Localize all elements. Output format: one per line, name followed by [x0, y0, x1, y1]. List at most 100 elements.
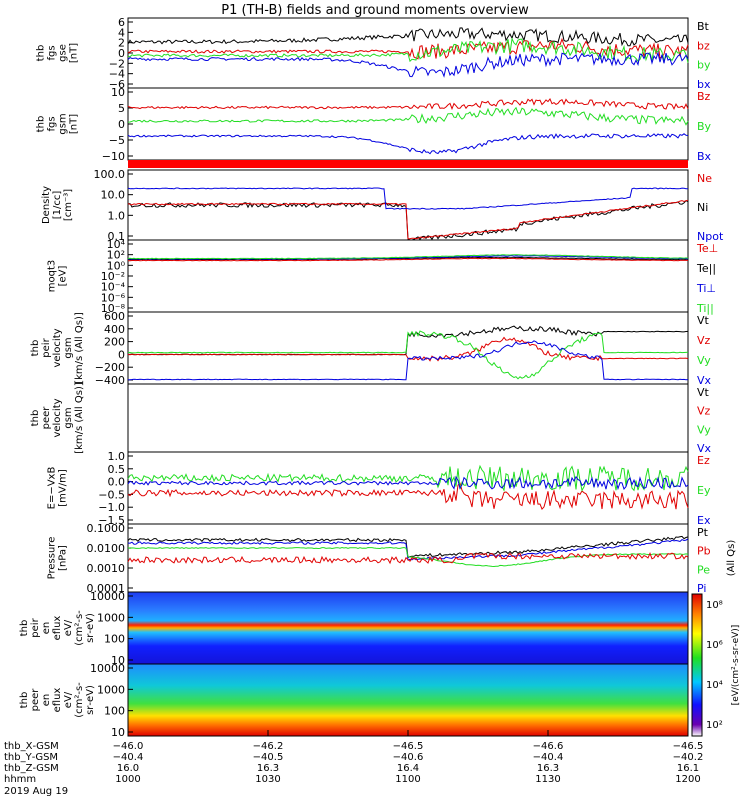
- y-axis-label: Pressure: [47, 537, 58, 580]
- legend-label: Vy: [697, 354, 711, 367]
- x-axis-value: −40.5: [253, 752, 284, 763]
- panel-frame: [127, 451, 689, 525]
- y-axis-label: en: [41, 622, 52, 635]
- y-axis-label: sr‑eV): [85, 613, 96, 643]
- y-axis-label: moqt3: [47, 260, 58, 293]
- y-axis-label: gsm: [63, 407, 74, 428]
- y-tick-label: 10000: [90, 662, 125, 675]
- legend-label: By: [697, 120, 712, 133]
- y-axis-label: [nT]: [69, 114, 80, 134]
- y-axis-label: [nT]: [69, 43, 80, 63]
- x-axis-row-label: hhmm: [4, 774, 36, 785]
- legend-label: Vy: [697, 423, 711, 436]
- trace-Vy: [127, 330, 689, 380]
- trace-Npot: [127, 187, 688, 210]
- x-axis-row-label: thb_Z‑GSM: [4, 763, 59, 774]
- electron-spectrogram: [128, 664, 688, 736]
- y-axis-label: eV/: [63, 691, 74, 708]
- y-axis-label: thb: [19, 692, 30, 709]
- x-axis-value: 1130: [535, 774, 560, 785]
- legend-label: Pb: [697, 545, 711, 558]
- legend-label: Ez: [697, 454, 710, 467]
- panel-peer-eflux: thb peer en eflux eV/(cm²‑s‑ sr‑eV) 10000 1000 1…: [19, 662, 689, 739]
- y-tick-label: 10²: [107, 249, 125, 262]
- panel-peer-vel: thb peer velocity gsm [km/s (All Qs)] Vt Vz Vy V…: [30, 382, 712, 455]
- x-axis-value: 1100: [395, 774, 420, 785]
- x-axis-row-label: thb_Y‑GSM: [4, 752, 58, 763]
- trace-Pe: [127, 546, 689, 568]
- x-axis-value: 16.0: [117, 763, 139, 774]
- legend-label: Vt: [697, 314, 710, 327]
- legend-label: Ex: [697, 514, 711, 527]
- x-axis-value: 1000: [115, 774, 140, 785]
- y-tick-label: 0.5: [108, 463, 126, 476]
- y-tick-label: 10: [111, 86, 125, 99]
- y-tick-label: 100: [104, 633, 125, 646]
- y-axis-label: [km/s (All Qs)]: [74, 312, 85, 384]
- legend-label: Ne: [697, 172, 712, 185]
- y-tick-label: 0: [118, 118, 125, 131]
- y-axis-label: thb: [19, 620, 30, 637]
- y-tick-label: 0.0010: [87, 562, 126, 575]
- y-axis-label: [mV/m]: [58, 469, 69, 507]
- x-axis-value: −46.0: [113, 741, 144, 752]
- y-tick-label: 1.0: [108, 209, 126, 222]
- y-axis-label: en: [41, 694, 52, 707]
- legend-label: Ni: [697, 201, 708, 214]
- x-axis-value: −40.2: [673, 752, 704, 763]
- legend-label: Vx: [697, 442, 712, 455]
- trace-Bt: [127, 27, 689, 47]
- panel-pressure: Pressure [nPa] 0.1000 0.0100 0.0010 0.0001 Pt P…: [47, 522, 738, 595]
- trace-Te-perp: [127, 257, 689, 262]
- x-axis-value: −46.2: [253, 741, 284, 752]
- y-tick-label: 0.0001: [87, 582, 126, 595]
- y-tick-label: 10000: [90, 590, 125, 603]
- y-axis-label: (cm²‑s‑: [74, 610, 85, 646]
- panel-frame: [127, 311, 689, 385]
- y-tick-label: 0.1000: [87, 522, 126, 535]
- y-axis-label: thb: [36, 45, 47, 62]
- legend-label: Pt: [697, 526, 709, 539]
- trace-gsm-By: [127, 106, 689, 126]
- trace-bz: [127, 37, 689, 60]
- legend-label: Ti||: [696, 302, 714, 315]
- y-tick-label: 100.0: [94, 168, 126, 181]
- y-tick-label: 2: [118, 37, 125, 50]
- y-tick-label: 10.0: [101, 189, 126, 202]
- y-tick-label: 4: [118, 26, 125, 39]
- legend-label: bx: [697, 78, 711, 91]
- panel-frame: [127, 383, 689, 453]
- legend-label: Pe: [697, 563, 710, 576]
- panel-peir-vel: thb peir velocity gsm [km/s (All Qs)] 6004002…: [30, 310, 712, 387]
- y-axis-label: eflux: [52, 688, 63, 713]
- y-axis-label: [km/s (All Qs)]: [74, 382, 85, 454]
- y-tick-label: −4: [109, 68, 125, 81]
- trace-gsm-Bx: [127, 133, 689, 155]
- y-axis-label: velocity: [52, 398, 63, 437]
- trace-gsm-Bz: [127, 98, 689, 111]
- y-tick-label: −5: [109, 134, 125, 147]
- panel-density: Density [1/cc] [cm⁻³] 100.0 10.0 1.0 0.1 Ne Ni Np…: [41, 168, 724, 243]
- y-tick-label: 200: [104, 336, 125, 349]
- plot-title: P1 (TH-B) fields and ground moments over…: [221, 3, 529, 18]
- legend-label: Vt: [697, 386, 710, 399]
- y-axis-label: [eV]: [58, 266, 69, 287]
- y-axis-label: gse: [58, 44, 69, 62]
- x-axis-value: 1030: [255, 774, 280, 785]
- y-axis-label: sr‑eV): [85, 685, 96, 715]
- x-axis-annotation: thb_X‑GSM −46.0 −46.2 −46.5 −46.6 −46.5 thb_Y‑…: [4, 730, 703, 797]
- y-tick-label: 1000: [97, 611, 125, 624]
- y-tick-label: 400: [104, 323, 125, 336]
- y-tick-label: 10⁴: [107, 238, 126, 251]
- y-axis-label: peir: [41, 337, 52, 357]
- y-axis-label: thb: [36, 116, 47, 133]
- x-axis-value: −40.4: [533, 752, 564, 763]
- colorbar-tick-label: 10⁴: [706, 680, 723, 691]
- y-tick-label: 10⁰: [107, 259, 126, 272]
- trace-Pb: [127, 552, 689, 565]
- y-axis-label: fgs: [47, 45, 58, 60]
- legend-label: Bt: [697, 20, 710, 33]
- x-axis-value: −46.5: [393, 741, 424, 752]
